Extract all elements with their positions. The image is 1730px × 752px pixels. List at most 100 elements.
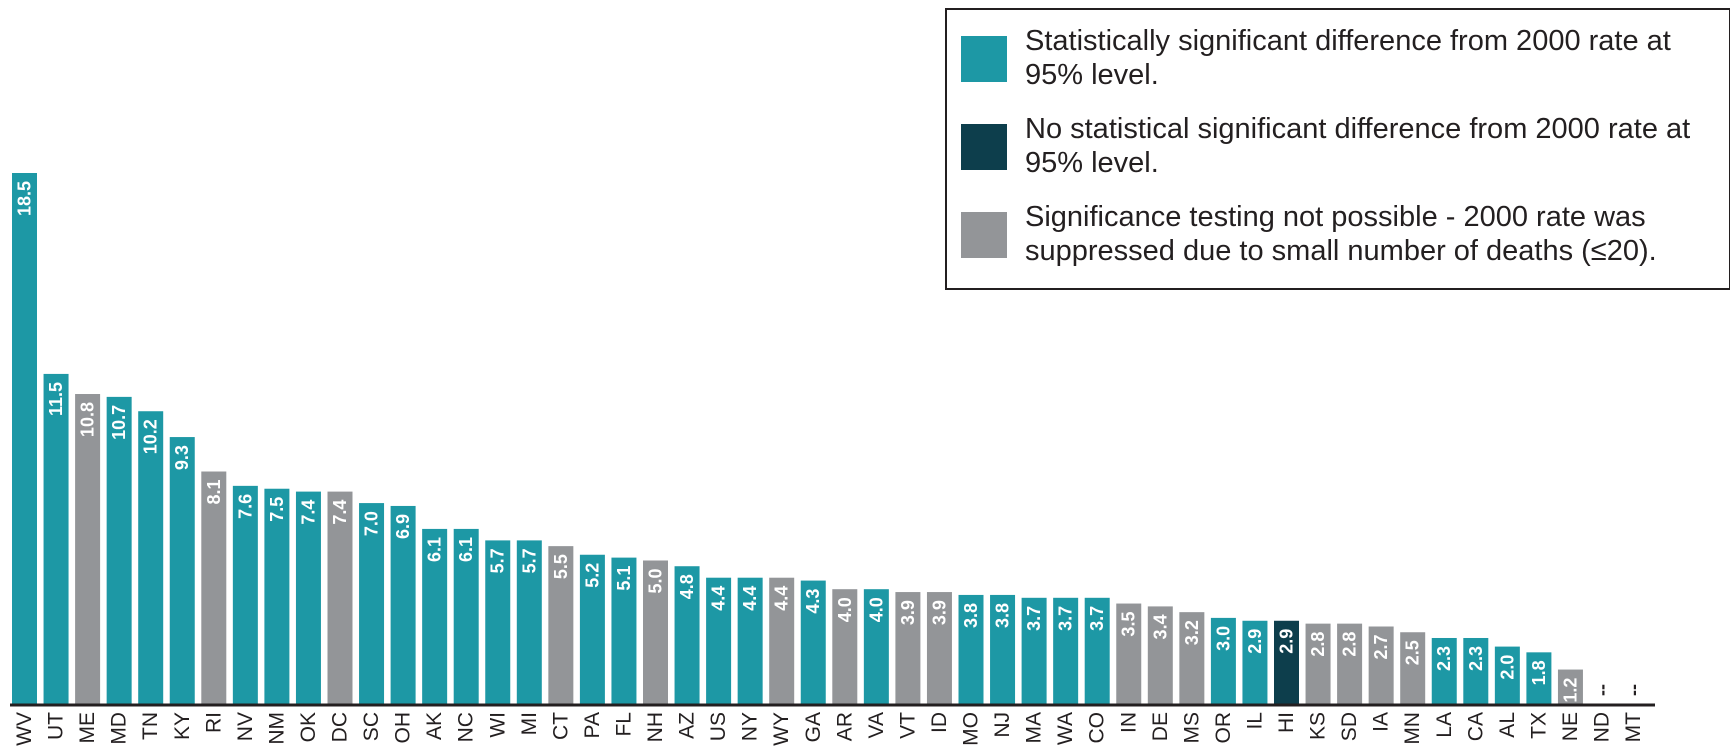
bar-co (1084, 597, 1110, 704)
bar-value-label-ga: 4.3 (803, 589, 823, 614)
category-label-nv: NV (234, 712, 257, 741)
legend-label-suppressed: Significance testing not possible - 2000… (1025, 201, 1657, 267)
bar-value-label-ri: 8.1 (204, 480, 224, 505)
bar-la (1431, 637, 1457, 704)
category-label-id: ID (928, 712, 951, 733)
bar-ak (422, 528, 448, 704)
category-label-wv: WV (13, 712, 36, 746)
bar-nh (643, 560, 668, 704)
category-label-de: DE (1149, 712, 1172, 741)
bar-value-label-ca: 2.3 (1466, 646, 1486, 671)
category-label-la: LA (1433, 712, 1456, 738)
bar-ar (832, 589, 858, 704)
bar-ok (295, 491, 321, 704)
category-label-tx: TX (1527, 712, 1550, 739)
bar-ia (1368, 626, 1394, 704)
bar-value-label-ut: 11.5 (46, 382, 66, 416)
bar-sc (359, 503, 385, 704)
bar-value-label-pa: 5.2 (582, 563, 602, 588)
bar-ca (1463, 637, 1489, 704)
legend-item-suppressed: Significance testing not possible - 2000… (961, 200, 1715, 268)
legend-label-significant: Statistically significant difference fro… (1025, 25, 1671, 91)
bar-ma (1021, 597, 1047, 704)
category-label-tn: TN (139, 712, 162, 740)
category-label-ky: KY (171, 712, 194, 740)
category-label-hi: HI (1275, 712, 1298, 733)
category-label-pa: PA (581, 712, 604, 738)
legend-swatch-nonsignificant (961, 124, 1007, 170)
bar-value-label-mn: 2.5 (1403, 640, 1423, 665)
bar-wy (769, 577, 795, 704)
bar-value-label-ma: 3.7 (1024, 606, 1044, 631)
bar-wv (12, 173, 37, 704)
bar-nv (232, 485, 258, 704)
legend-label-nonsignificant: No statistical significant difference fr… (1025, 113, 1691, 179)
legend-swatch-significant (961, 36, 1007, 82)
category-label-nj: NJ (991, 712, 1014, 738)
bar-value-label-il: 2.9 (1245, 629, 1265, 654)
category-label-or: OR (1212, 712, 1235, 744)
category-label-us: US (707, 712, 730, 741)
bar-tn (138, 411, 164, 704)
bar-value-label-sd: 2.8 (1340, 632, 1360, 657)
category-label-dc: DC (329, 712, 352, 742)
category-label-me: ME (76, 712, 99, 744)
bar-value-label-de: 3.4 (1150, 614, 1170, 639)
bar-value-label-sc: 7.0 (362, 511, 382, 536)
bar-ut (43, 373, 69, 704)
bar-value-label-us: 4.4 (709, 586, 729, 611)
bars-group: 18.5 11.5 10.8 10.7 10.2 9.3 8.1 7.6 7.5 7.4 7.4 7.… (12, 173, 1644, 704)
bar-va (863, 589, 889, 704)
bar-value-label-mi: 5.7 (519, 548, 539, 573)
bar-mo (958, 594, 984, 704)
bar-value-label-nm: 7.5 (267, 497, 287, 522)
bar-hi (1274, 620, 1299, 704)
category-label-oh: OH (392, 712, 415, 744)
bar-value-label-nv: 7.6 (235, 494, 255, 519)
bar-value-label-wa: 3.7 (1056, 606, 1076, 631)
bar-value-label-dc: 7.4 (330, 500, 350, 525)
category-label-ut: UT (45, 712, 68, 740)
bar-ct (548, 546, 574, 704)
category-label-ca: CA (1464, 712, 1487, 741)
bar-fl (611, 557, 637, 704)
category-label-ks: KS (1307, 712, 1330, 740)
category-label-ia: IA (1370, 712, 1393, 732)
bar-nm (264, 488, 290, 704)
category-label-ok: OK (297, 712, 320, 742)
bar-pa (579, 554, 605, 704)
bar-value-label-wy: 4.4 (772, 586, 792, 611)
category-label-mn: MN (1401, 712, 1424, 745)
bar-ks (1305, 623, 1331, 704)
bar-value-label-ak: 6.1 (425, 537, 445, 562)
category-label-fl: FL (612, 712, 635, 737)
category-label-ms: MS (1180, 712, 1203, 744)
bar-me (75, 394, 101, 704)
category-label-nc: NC (455, 712, 478, 742)
bar-value-label-md: 10.7 (109, 405, 129, 440)
bar-wi (485, 540, 511, 704)
bar-value-label-ms: 3.2 (1182, 620, 1202, 645)
category-label-in: IN (1117, 712, 1140, 733)
category-label-ga: GA (802, 712, 825, 742)
bar-value-label-nd: -- (1592, 684, 1612, 696)
bar-mi (516, 540, 542, 704)
category-label-nm: NM (265, 712, 288, 745)
bar-nj (990, 594, 1016, 704)
bar-md (106, 396, 132, 704)
category-label-ny: NY (739, 712, 762, 741)
bar-value-label-wi: 5.7 (488, 548, 508, 573)
category-label-nh: NH (644, 712, 667, 742)
category-label-mi: MI (518, 712, 541, 735)
bar-ri (201, 471, 227, 704)
category-label-az: AZ (676, 712, 699, 739)
category-label-wi: WI (486, 712, 509, 738)
bar-value-label-co: 3.7 (1087, 606, 1107, 631)
legend-swatch-suppressed (961, 212, 1007, 258)
bar-value-label-vt: 3.9 (898, 600, 918, 625)
category-label-mo: MO (960, 712, 983, 746)
bar-value-label-oh: 6.9 (393, 514, 413, 539)
bar-value-label-mt: -- (1624, 684, 1644, 696)
bar-value-label-nh: 5.0 (646, 568, 666, 593)
